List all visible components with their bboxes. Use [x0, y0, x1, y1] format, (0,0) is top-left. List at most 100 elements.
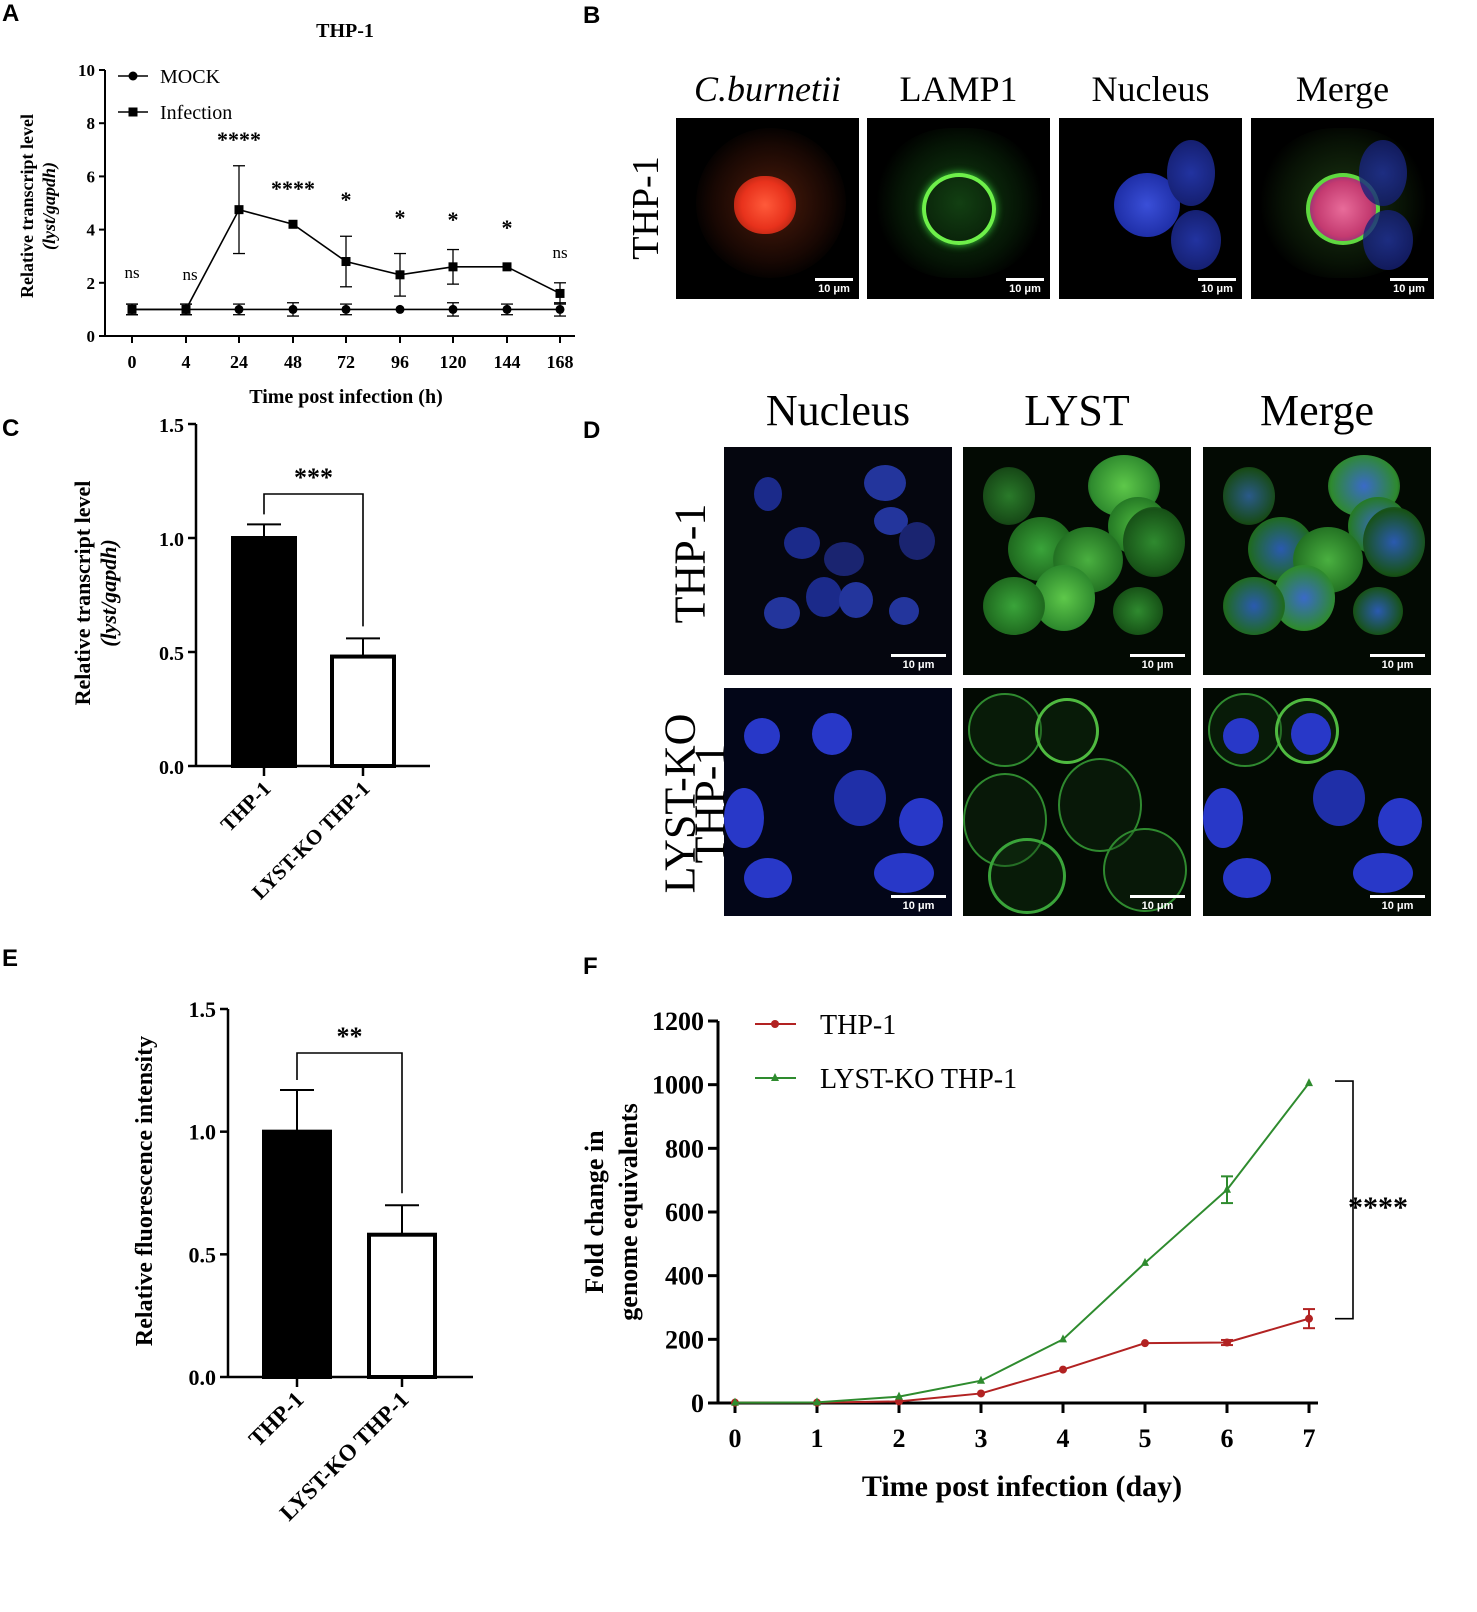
chart-a-point — [448, 262, 458, 272]
chart-f-bracket — [1335, 1080, 1354, 1320]
chart-c-ytick-label: 0.5 — [159, 643, 184, 665]
chart-f-legend-marker — [771, 1073, 779, 1081]
chart-e-ytick-label: 1.0 — [189, 1120, 217, 1145]
chart-a-xtick-label: 96 — [391, 352, 409, 372]
chart-f-xtick-label: 5 — [1139, 1424, 1152, 1453]
chart-f-legend-label: THP-1 — [820, 1010, 896, 1041]
chart-a-ytick-label: 10 — [78, 61, 95, 80]
chart-a-ylabel-sub: (lyst/gapdh) — [39, 162, 60, 250]
chart-f-point — [977, 1389, 985, 1398]
d-scale-1: 10 μm — [891, 654, 946, 671]
chart-c-ylabel: Relative transcript level — [70, 481, 95, 706]
chart-a-point — [341, 257, 351, 267]
chart-e-ytick-label: 0.5 — [189, 1242, 217, 1267]
chart-e-significance: ** — [337, 1022, 363, 1051]
chart-a-legend-marker — [128, 71, 138, 81]
chart-a-xtick-label: 48 — [284, 352, 302, 372]
b-image-cburnetii: 10 μm — [676, 118, 859, 299]
chart-e-ytick-label: 1.5 — [189, 997, 217, 1022]
chart-c-xtick-group: THP-1 — [216, 777, 276, 837]
chart-c: Relative transcript level (lyst/gapdh) 0… — [70, 415, 430, 904]
chart-c-bar — [231, 536, 297, 768]
chart-f-point — [895, 1391, 903, 1400]
chart-f-xtick-label: 1 — [811, 1424, 824, 1453]
chart-f-point — [1305, 1314, 1313, 1323]
chart-f-ytick-label: 200 — [665, 1325, 704, 1354]
chart-e-xtick-group: THP-1 — [244, 1387, 309, 1452]
chart-a-xtick-label: 0 — [128, 352, 137, 372]
chart-e-xtick-label: THP-1 — [244, 1387, 309, 1452]
chart-a-point — [555, 288, 565, 298]
b-header-merge: Merge — [1295, 69, 1390, 109]
chart-f-point — [731, 1397, 739, 1406]
chart-c-xtick-label: THP-1 — [216, 777, 276, 837]
chart-f-ytick-label: 1200 — [652, 1007, 704, 1036]
chart-a-legend-marker — [128, 107, 138, 117]
d-image-thp1-lyst: 10 μm — [963, 447, 1191, 675]
b-image-nucleus: 10 μm — [1059, 118, 1242, 299]
b-header-cburnetii: C.burnetii — [693, 69, 841, 109]
chart-c-ytick-label: 1.0 — [159, 529, 184, 551]
chart-a-point — [448, 304, 458, 314]
b-header-lamp1: LAMP1 — [899, 69, 1018, 109]
chart-f-ytick-label: 800 — [665, 1134, 704, 1163]
chart-c-ylabel-sub: (lyst/gapdh) — [96, 539, 121, 647]
chart-a-title: THP-1 — [316, 20, 374, 42]
chart-a-point — [555, 304, 565, 314]
panel-letter-b: B — [583, 2, 601, 29]
chart-f-xtick-label: 0 — [729, 1424, 742, 1453]
d-scale-3: 10 μm — [1370, 654, 1425, 671]
d-image-ko-nucleus: 10 μm — [724, 688, 952, 916]
d-scale-6: 10 μm — [1370, 895, 1425, 912]
chart-e-ytick-label: 0.0 — [189, 1365, 217, 1390]
b-row-label: THP-1 — [625, 156, 667, 260]
b-header-nucleus: Nucleus — [1091, 69, 1210, 109]
chart-a-annotation: * — [341, 187, 352, 212]
chart-a-annotation: **** — [217, 127, 261, 152]
chart-a-xtick-label: 168 — [547, 352, 574, 372]
d-header-nucleus: Nucleus — [765, 386, 911, 435]
chart-f-point — [1141, 1257, 1149, 1266]
chart-a-legend-label: Infection — [160, 102, 232, 124]
chart-c-significance: *** — [294, 463, 333, 492]
chart-a-point — [288, 219, 298, 229]
chart-f-ytick-label: 600 — [665, 1198, 704, 1227]
chart-f-point — [1223, 1184, 1231, 1193]
d-image-thp1-merge: 10 μm — [1203, 447, 1431, 675]
chart-f-point — [1305, 1078, 1313, 1087]
chart-f-legend-marker — [771, 1020, 779, 1028]
chart-f-xtick-label: 3 — [975, 1424, 988, 1453]
chart-a-xtick-label: 4 — [182, 352, 191, 372]
b-scale-3: 10 μm — [1198, 278, 1236, 295]
chart-a-xtick-label: 72 — [337, 352, 355, 372]
b-scale-1: 10 μm — [815, 278, 853, 295]
chart-a-xlabel: Time post infection (h) — [249, 386, 443, 408]
chart-a-ytick-label: 4 — [87, 221, 96, 240]
panel-letter-a: A — [2, 0, 20, 27]
chart-a-ytick-label: 0 — [87, 327, 96, 346]
b-image-merge: 10 μm — [1251, 118, 1434, 299]
chart-a-point — [234, 304, 244, 314]
chart-a-ytick-label: 2 — [87, 274, 96, 293]
chart-f-point — [1141, 1339, 1149, 1348]
chart-a-annotation: * — [395, 205, 406, 230]
d-scale-2: 10 μm — [1130, 654, 1185, 671]
chart-a-annotation: ns — [552, 243, 567, 262]
chart-f-series-line — [735, 1317, 1310, 1404]
d-header-lyst: LYST — [1024, 386, 1130, 435]
chart-f-xtick-label: 6 — [1221, 1424, 1234, 1453]
chart-a-annotation: **** — [271, 176, 315, 201]
chart-f-ytick-label: 1000 — [652, 1071, 704, 1100]
panel-letter-f: F — [583, 953, 598, 980]
chart-f-point — [1223, 1338, 1231, 1347]
chart-f-point — [977, 1375, 985, 1384]
b-scale-2: 10 μm — [1006, 278, 1044, 295]
chart-a-ytick-label: 8 — [87, 114, 96, 133]
panel-letter-e: E — [2, 945, 19, 972]
d-image-ko-lyst: 10 μm — [963, 688, 1191, 916]
chart-f-xtick-label: 4 — [1057, 1424, 1070, 1453]
chart-a-point — [395, 304, 405, 314]
chart-e-bracket — [296, 1052, 403, 1194]
chart-a-legend-label: MOCK — [160, 66, 221, 88]
chart-a-point — [234, 205, 244, 215]
